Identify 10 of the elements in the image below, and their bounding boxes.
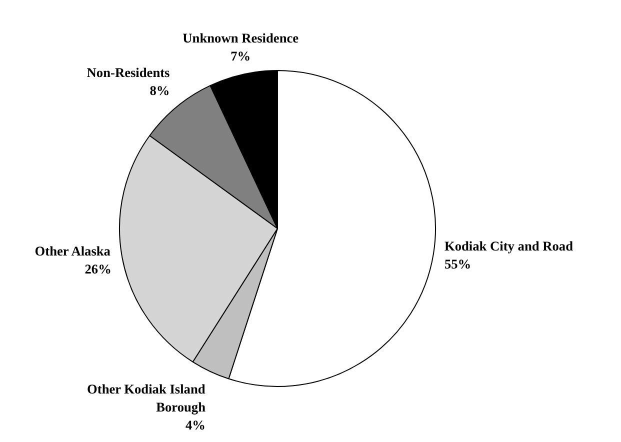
slice-label: Other Kodiak Island Borough — [87, 381, 206, 414]
data-label: 55% — [444, 256, 472, 272]
data-label: 26% — [84, 262, 112, 277]
slice-label: Unknown Residence — [182, 30, 299, 46]
slice-label: Other Alaska — [34, 244, 111, 259]
slice-label: Non-Residents — [86, 65, 170, 80]
data-label: 8% — [150, 83, 170, 98]
slice-label: Kodiak City and Road — [444, 238, 574, 254]
data-label: 7% — [230, 48, 251, 64]
data-label: 4% — [186, 417, 206, 432]
